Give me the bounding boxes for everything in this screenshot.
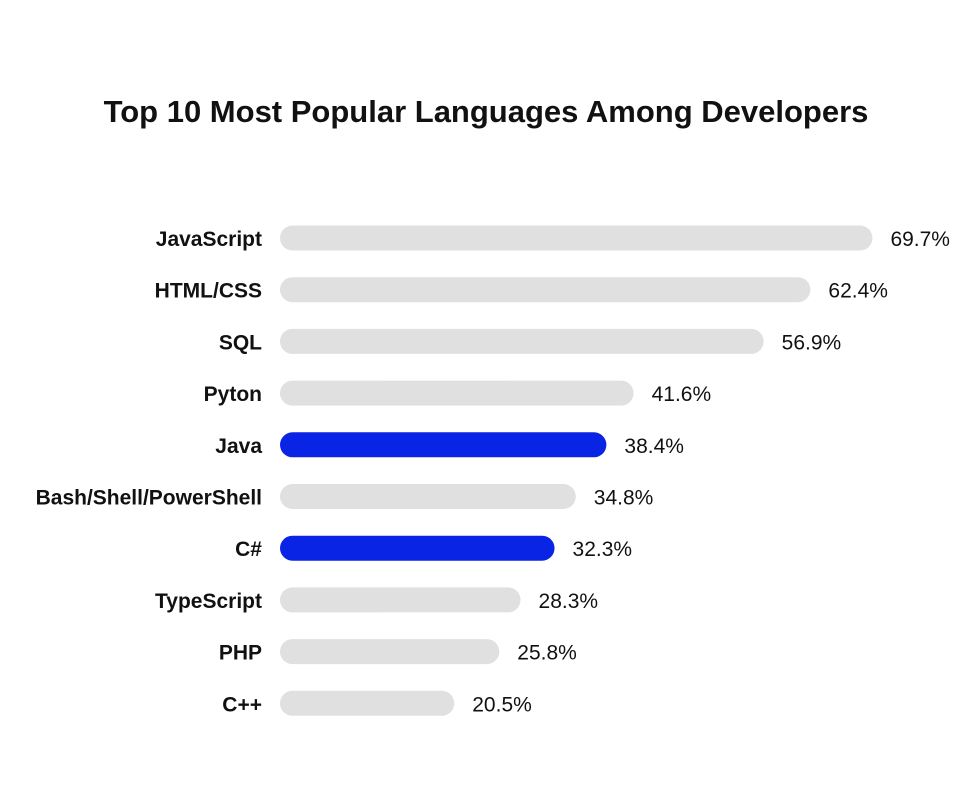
value-label-bash-shell-powershell: 34.8%	[594, 487, 654, 510]
chart-title: Top 10 Most Popular Languages Among Deve…	[104, 94, 869, 129]
value-label-php: 25.8%	[517, 642, 577, 665]
value-label-sql: 56.9%	[782, 331, 842, 354]
category-label-javascript: JavaScript	[156, 228, 262, 251]
category-label-php: PHP	[219, 642, 262, 665]
category-label-html-css: HTML/CSS	[155, 280, 262, 303]
bar-java	[280, 432, 607, 458]
category-label-sql: SQL	[219, 331, 262, 354]
category-label-pyton: Pyton	[204, 383, 262, 406]
bar-pyton	[280, 380, 634, 406]
category-label-java: Java	[215, 435, 262, 458]
category-label-bash-shell-powershell: Bash/Shell/PowerShell	[36, 487, 262, 510]
bar-sql	[280, 328, 764, 354]
bar-c-sharp	[280, 535, 555, 561]
bar-javascript	[280, 225, 873, 251]
value-label-typescript: 28.3%	[539, 590, 599, 613]
bar-typescript	[280, 587, 521, 613]
value-label-javascript: 69.7%	[890, 228, 950, 251]
value-label-java: 38.4%	[624, 435, 684, 458]
category-label-c-plus-plus: C++	[222, 693, 262, 716]
bar-c-plus-plus	[280, 690, 455, 716]
bar-bash-shell-powershell	[280, 484, 576, 509]
bar-html-css	[280, 277, 811, 303]
value-label-pyton: 41.6%	[652, 383, 712, 406]
value-label-c-sharp: 32.3%	[573, 538, 633, 561]
category-label-typescript: TypeScript	[155, 590, 262, 613]
bar-php	[280, 639, 500, 665]
bars-group: JavaScript 69.7% HTML/CSS 62.4% SQL 56.9% Pyto…	[36, 225, 950, 716]
value-label-html-css: 62.4%	[828, 280, 888, 303]
value-label-c-plus-plus: 20.5%	[472, 693, 532, 716]
category-label-c-sharp: C#	[235, 538, 262, 561]
